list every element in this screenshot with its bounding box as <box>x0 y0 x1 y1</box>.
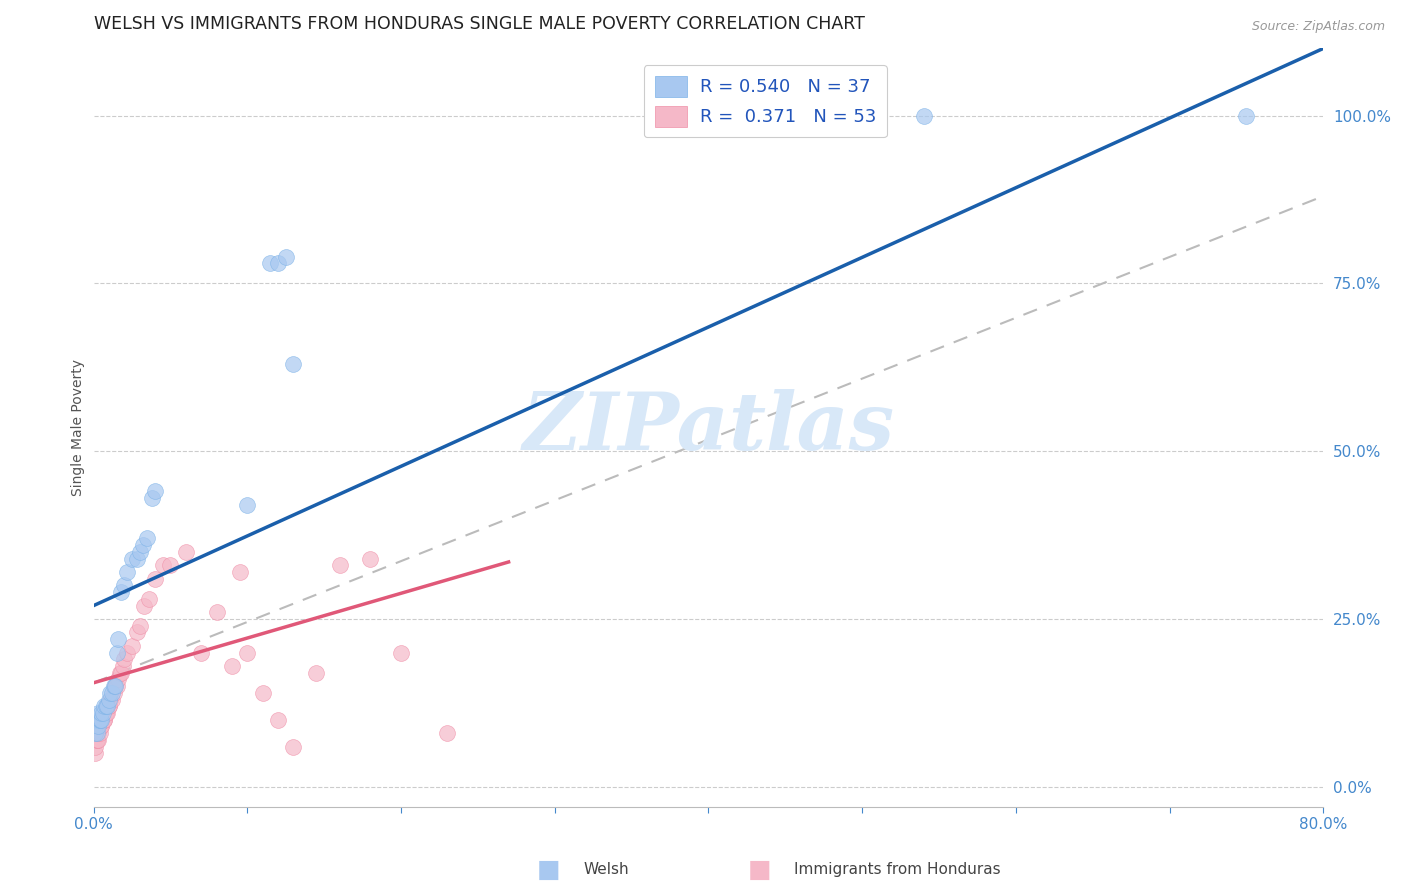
Point <box>128 619 150 633</box>
Point <box>359 551 381 566</box>
Text: ■: ■ <box>537 858 560 881</box>
Point <box>87 719 110 733</box>
Point <box>236 498 259 512</box>
Point <box>93 699 115 714</box>
Point <box>90 713 112 727</box>
Point <box>84 746 107 760</box>
Point <box>84 726 107 740</box>
Point <box>104 679 127 693</box>
Text: ZIPatlas: ZIPatlas <box>523 389 894 467</box>
Point <box>100 686 122 700</box>
Point <box>190 646 212 660</box>
Point <box>103 679 125 693</box>
Point <box>94 706 117 720</box>
Point <box>87 726 110 740</box>
Point <box>174 545 197 559</box>
Point <box>104 679 127 693</box>
Point <box>97 692 120 706</box>
Y-axis label: Single Male Poverty: Single Male Poverty <box>72 359 86 496</box>
Point <box>141 491 163 506</box>
Point <box>159 558 181 573</box>
Point <box>259 256 281 270</box>
Point <box>93 713 115 727</box>
Point <box>283 739 305 754</box>
Text: ■: ■ <box>748 858 770 881</box>
Point <box>101 686 124 700</box>
Text: Welsh: Welsh <box>583 863 628 877</box>
Point <box>228 565 250 579</box>
Point <box>103 686 125 700</box>
Point <box>328 558 350 573</box>
Point <box>94 699 117 714</box>
Point <box>107 673 129 687</box>
Point <box>121 551 143 566</box>
Point <box>91 713 114 727</box>
Legend: R = 0.540   N = 37, R =  0.371   N = 53: R = 0.540 N = 37, R = 0.371 N = 53 <box>644 65 887 137</box>
Point <box>128 545 150 559</box>
Point <box>112 578 135 592</box>
Point <box>117 565 139 579</box>
Point <box>91 713 114 727</box>
Point <box>125 551 148 566</box>
Point <box>110 665 132 680</box>
Point <box>305 665 328 680</box>
Point <box>132 538 155 552</box>
Point <box>89 719 111 733</box>
Point <box>152 558 174 573</box>
Point <box>236 646 259 660</box>
Point <box>143 572 166 586</box>
Point <box>912 109 935 123</box>
Point <box>94 706 117 720</box>
Point <box>111 659 134 673</box>
Point <box>93 713 115 727</box>
Point <box>117 646 139 660</box>
Point <box>89 713 111 727</box>
Point <box>283 357 305 371</box>
Point <box>389 646 412 660</box>
Point <box>110 585 132 599</box>
Point <box>91 706 114 720</box>
Point <box>86 713 108 727</box>
Point <box>107 632 129 647</box>
Point <box>105 646 128 660</box>
Point <box>125 625 148 640</box>
Point <box>87 706 110 720</box>
Point <box>436 726 458 740</box>
Point <box>86 732 108 747</box>
Point <box>138 591 160 606</box>
Point <box>134 599 156 613</box>
Point <box>97 699 120 714</box>
Point <box>121 639 143 653</box>
Text: Immigrants from Honduras: Immigrants from Honduras <box>794 863 1001 877</box>
Point <box>86 726 108 740</box>
Point <box>84 739 107 754</box>
Point <box>1236 109 1258 123</box>
Point <box>136 532 159 546</box>
Point <box>87 732 110 747</box>
Point <box>97 699 120 714</box>
Point <box>267 713 290 727</box>
Point <box>96 706 118 720</box>
Point <box>90 706 112 720</box>
Point <box>221 659 243 673</box>
Point <box>90 719 112 733</box>
Point <box>105 679 128 693</box>
Point <box>143 484 166 499</box>
Point <box>100 692 122 706</box>
Point <box>274 250 297 264</box>
Point <box>89 726 111 740</box>
Text: WELSH VS IMMIGRANTS FROM HONDURAS SINGLE MALE POVERTY CORRELATION CHART: WELSH VS IMMIGRANTS FROM HONDURAS SINGLE… <box>94 15 865 33</box>
Point <box>252 686 274 700</box>
Point <box>96 699 118 714</box>
Point <box>96 699 118 714</box>
Text: Source: ZipAtlas.com: Source: ZipAtlas.com <box>1251 20 1385 33</box>
Point <box>267 256 290 270</box>
Point <box>112 652 135 666</box>
Point <box>205 605 228 619</box>
Point <box>108 665 131 680</box>
Point <box>86 732 108 747</box>
Point <box>101 692 124 706</box>
Point <box>90 719 112 733</box>
Point <box>89 713 111 727</box>
